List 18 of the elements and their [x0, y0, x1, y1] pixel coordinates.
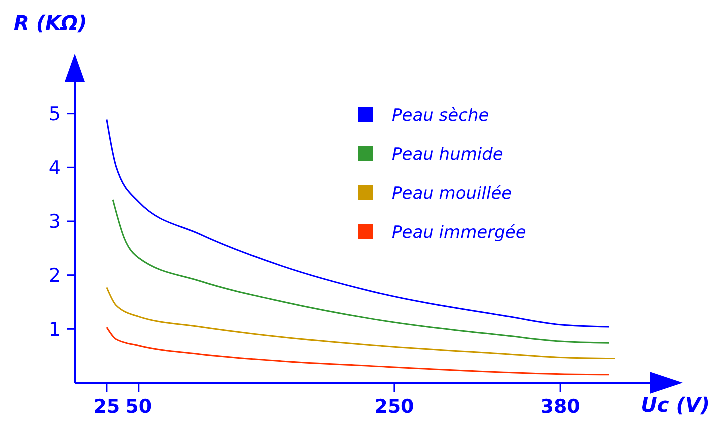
- line-series: [106, 286, 616, 360]
- x-tick-label: 25: [94, 396, 120, 418]
- y-tick-label: 3: [48, 211, 61, 234]
- legend-label: Peau immergée: [392, 222, 526, 243]
- y-axis-title: R (KΩ): [14, 11, 88, 35]
- x-tick-label: 50: [126, 396, 152, 418]
- legend-label: Peau humide: [392, 144, 504, 165]
- line-series: [112, 199, 610, 344]
- y-tick-label: 2: [48, 264, 61, 287]
- x-tick-label: 380: [540, 396, 580, 418]
- legend-label: Peau mouillée: [392, 184, 512, 204]
- y-tick-label: 5: [48, 103, 61, 126]
- line-series: [106, 326, 610, 376]
- x-axis-title: Uc (V): [641, 393, 710, 417]
- legend-label: Peau sèche: [392, 106, 490, 126]
- y-tick-label: 4: [48, 157, 61, 180]
- x-tick-label: 250: [374, 396, 414, 418]
- y-tick-label: 1: [48, 318, 61, 341]
